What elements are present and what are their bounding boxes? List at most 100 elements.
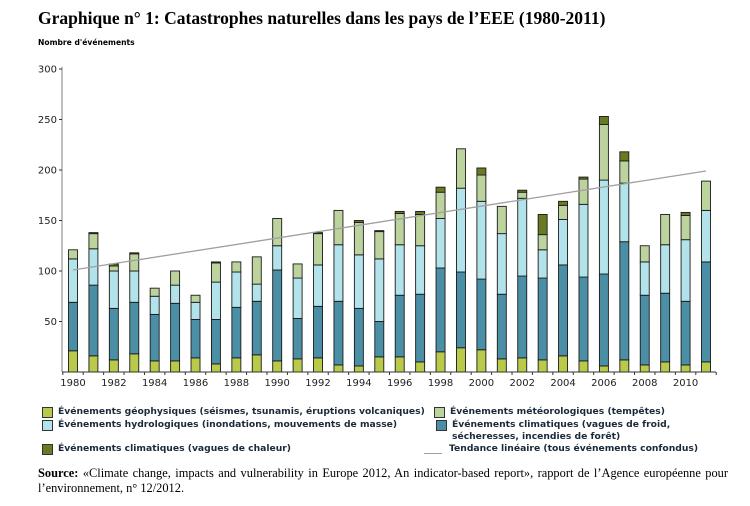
stacked-bar-chart: 50 100 150 200 250 300 1980 1982 1984 1986 1988 199…: [38, 65, 717, 389]
legend-item-geophysical: Événements géophysiques (séismes, tsunam…: [42, 406, 425, 418]
bar-segment-2001-s0: [496, 358, 507, 373]
bar-segment-2011-s1: [701, 261, 711, 363]
bar-segment-1989-s0: [251, 354, 262, 373]
bar-stack-2003: [537, 213, 548, 373]
x-tick-label-1986: 1986: [183, 378, 208, 389]
bar-segment-1984-s3: [149, 287, 160, 297]
bar-segment-2006-s1: [598, 273, 609, 367]
bar-segment-1994-s1: [353, 307, 364, 367]
bar-segment-2010-s1: [680, 300, 691, 366]
bar-stack-1981: [88, 232, 99, 373]
x-tick-label-2004: 2004: [550, 378, 575, 389]
x-tick-label-1992: 1992: [305, 378, 330, 389]
bar-segment-1998-s4: [435, 186, 446, 193]
bar-segment-2007-s0: [619, 359, 630, 373]
x-tick-label-2008: 2008: [632, 378, 657, 389]
bar-segment-1981-s3: [88, 233, 99, 250]
x-tick-label-1980: 1980: [60, 378, 85, 389]
y-tick-label-50: 50: [44, 317, 57, 328]
bar-stack-1984: [149, 287, 160, 373]
bar-segment-1991-s2: [292, 277, 303, 319]
bar-stack-2010: [680, 211, 691, 373]
bar-segment-2003-s1: [537, 277, 548, 361]
bar-segment-2005-s0: [578, 360, 589, 373]
bar-stack-2002: [517, 189, 528, 373]
bar-segment-2003-s0: [537, 359, 548, 373]
bar-segment-1986-s2: [190, 301, 201, 320]
bar-segment-1984-s0: [149, 360, 160, 373]
legend-swatch-trend-line: [424, 453, 442, 454]
bar-stack-1995: [374, 230, 385, 373]
bar-stack-1993: [333, 209, 344, 373]
bar-segment-2000-s3: [476, 174, 487, 202]
bar-segment-2001-s1: [496, 293, 507, 360]
bar-segment-2002-s0: [517, 357, 528, 373]
bar-segment-1989-s2: [251, 283, 262, 302]
bar-segment-1997-s0: [415, 361, 426, 373]
bar-segment-1989-s3: [251, 256, 262, 285]
legend-label-climatological-cold-line1: Événements climatiques (vagues de froid,: [452, 419, 671, 430]
y-axis-label: Nombre d'événements: [38, 38, 135, 47]
bar-stack-1986: [190, 294, 201, 373]
x-tick-label-2002: 2002: [509, 378, 534, 389]
legend-label-meteorological: Événements météorologiques (tempêtes): [450, 406, 665, 417]
bar-stack-1988: [231, 261, 242, 373]
bar-segment-1995-s2: [374, 258, 385, 322]
trend-line: [72, 170, 707, 271]
bar-segment-1986-s1: [190, 319, 201, 359]
bar-segment-1982-s0: [108, 359, 119, 373]
bar-stack-1987: [210, 261, 221, 373]
bar-stack-2007: [619, 151, 630, 373]
bar-stack-2005: [578, 176, 589, 373]
bar-segment-2000-s0: [476, 349, 487, 373]
bar-segment-1997-s2: [415, 245, 426, 295]
legend-label-climatological-cold-line2: sécheresses, incendies de forêt): [452, 431, 621, 442]
bar-segment-2008-s0: [639, 364, 650, 373]
bar-stack-2011: [701, 180, 711, 373]
bar-segment-1994-s3: [353, 222, 364, 256]
source-text: «Climate change, impacts and vulnerabili…: [38, 466, 728, 495]
bar-segment-2009-s0: [660, 361, 671, 373]
bar-segment-2010-s3: [680, 214, 691, 241]
bar-segment-1994-s2: [353, 254, 364, 309]
bar-segment-2001-s2: [496, 233, 507, 295]
bar-stack-2009: [660, 213, 671, 373]
bar-segment-1983-s4: [129, 252, 140, 255]
y-tick-label-150: 150: [38, 216, 57, 227]
bar-segment-1999-s0: [456, 347, 466, 373]
bar-stack-2004: [558, 200, 569, 373]
bar-segment-2011-s3: [701, 180, 711, 211]
bar-segment-1993-s0: [333, 364, 344, 373]
x-tick-label-1996: 1996: [387, 378, 412, 389]
bar-segment-2005-s1: [578, 276, 589, 362]
bar-stack-2006: [598, 116, 609, 373]
bar-segment-1995-s1: [374, 321, 385, 358]
bar-segment-1999-s3: [456, 148, 466, 189]
bar-segment-2005-s2: [578, 203, 589, 278]
bar-segment-2005-s3: [578, 178, 589, 205]
bar-segment-1990-s1: [272, 269, 283, 362]
legend-label-heatwave: Événements climatiques (vagues de chaleu…: [58, 443, 291, 454]
chart-title: Graphique n° 1: Catastrophes naturelles …: [38, 8, 606, 28]
bar-segment-1989-s1: [251, 300, 262, 356]
bar-segment-2002-s4: [517, 189, 528, 193]
bar-segment-1996-s2: [394, 244, 405, 296]
bar-segment-1985-s3: [170, 270, 181, 286]
bar-stack-1991: [292, 263, 303, 373]
bar-segment-1988-s3: [231, 261, 242, 273]
legend-item-meteorological: Événements météorologiques (tempêtes): [434, 406, 665, 418]
x-tick-label-2006: 2006: [591, 378, 616, 389]
bar-segment-2003-s2: [537, 249, 548, 279]
x-tick-label-2010: 2010: [673, 378, 698, 389]
legend-item-heatwave: Événements climatiques (vagues de chaleu…: [42, 443, 291, 455]
bar-stack-1992: [313, 232, 323, 373]
bar-segment-1999-s2: [456, 187, 466, 273]
bar-segment-1980-s0: [68, 350, 78, 373]
bar-segment-1981-s0: [88, 355, 99, 373]
bar-segment-1985-s1: [170, 302, 181, 362]
x-tick-label-1998: 1998: [428, 378, 453, 389]
bar-segment-2009-s3: [660, 213, 671, 246]
bar-segment-1994-s4: [353, 220, 364, 223]
x-tick-label-1982: 1982: [101, 378, 126, 389]
bar-segment-1987-s3: [210, 262, 221, 283]
